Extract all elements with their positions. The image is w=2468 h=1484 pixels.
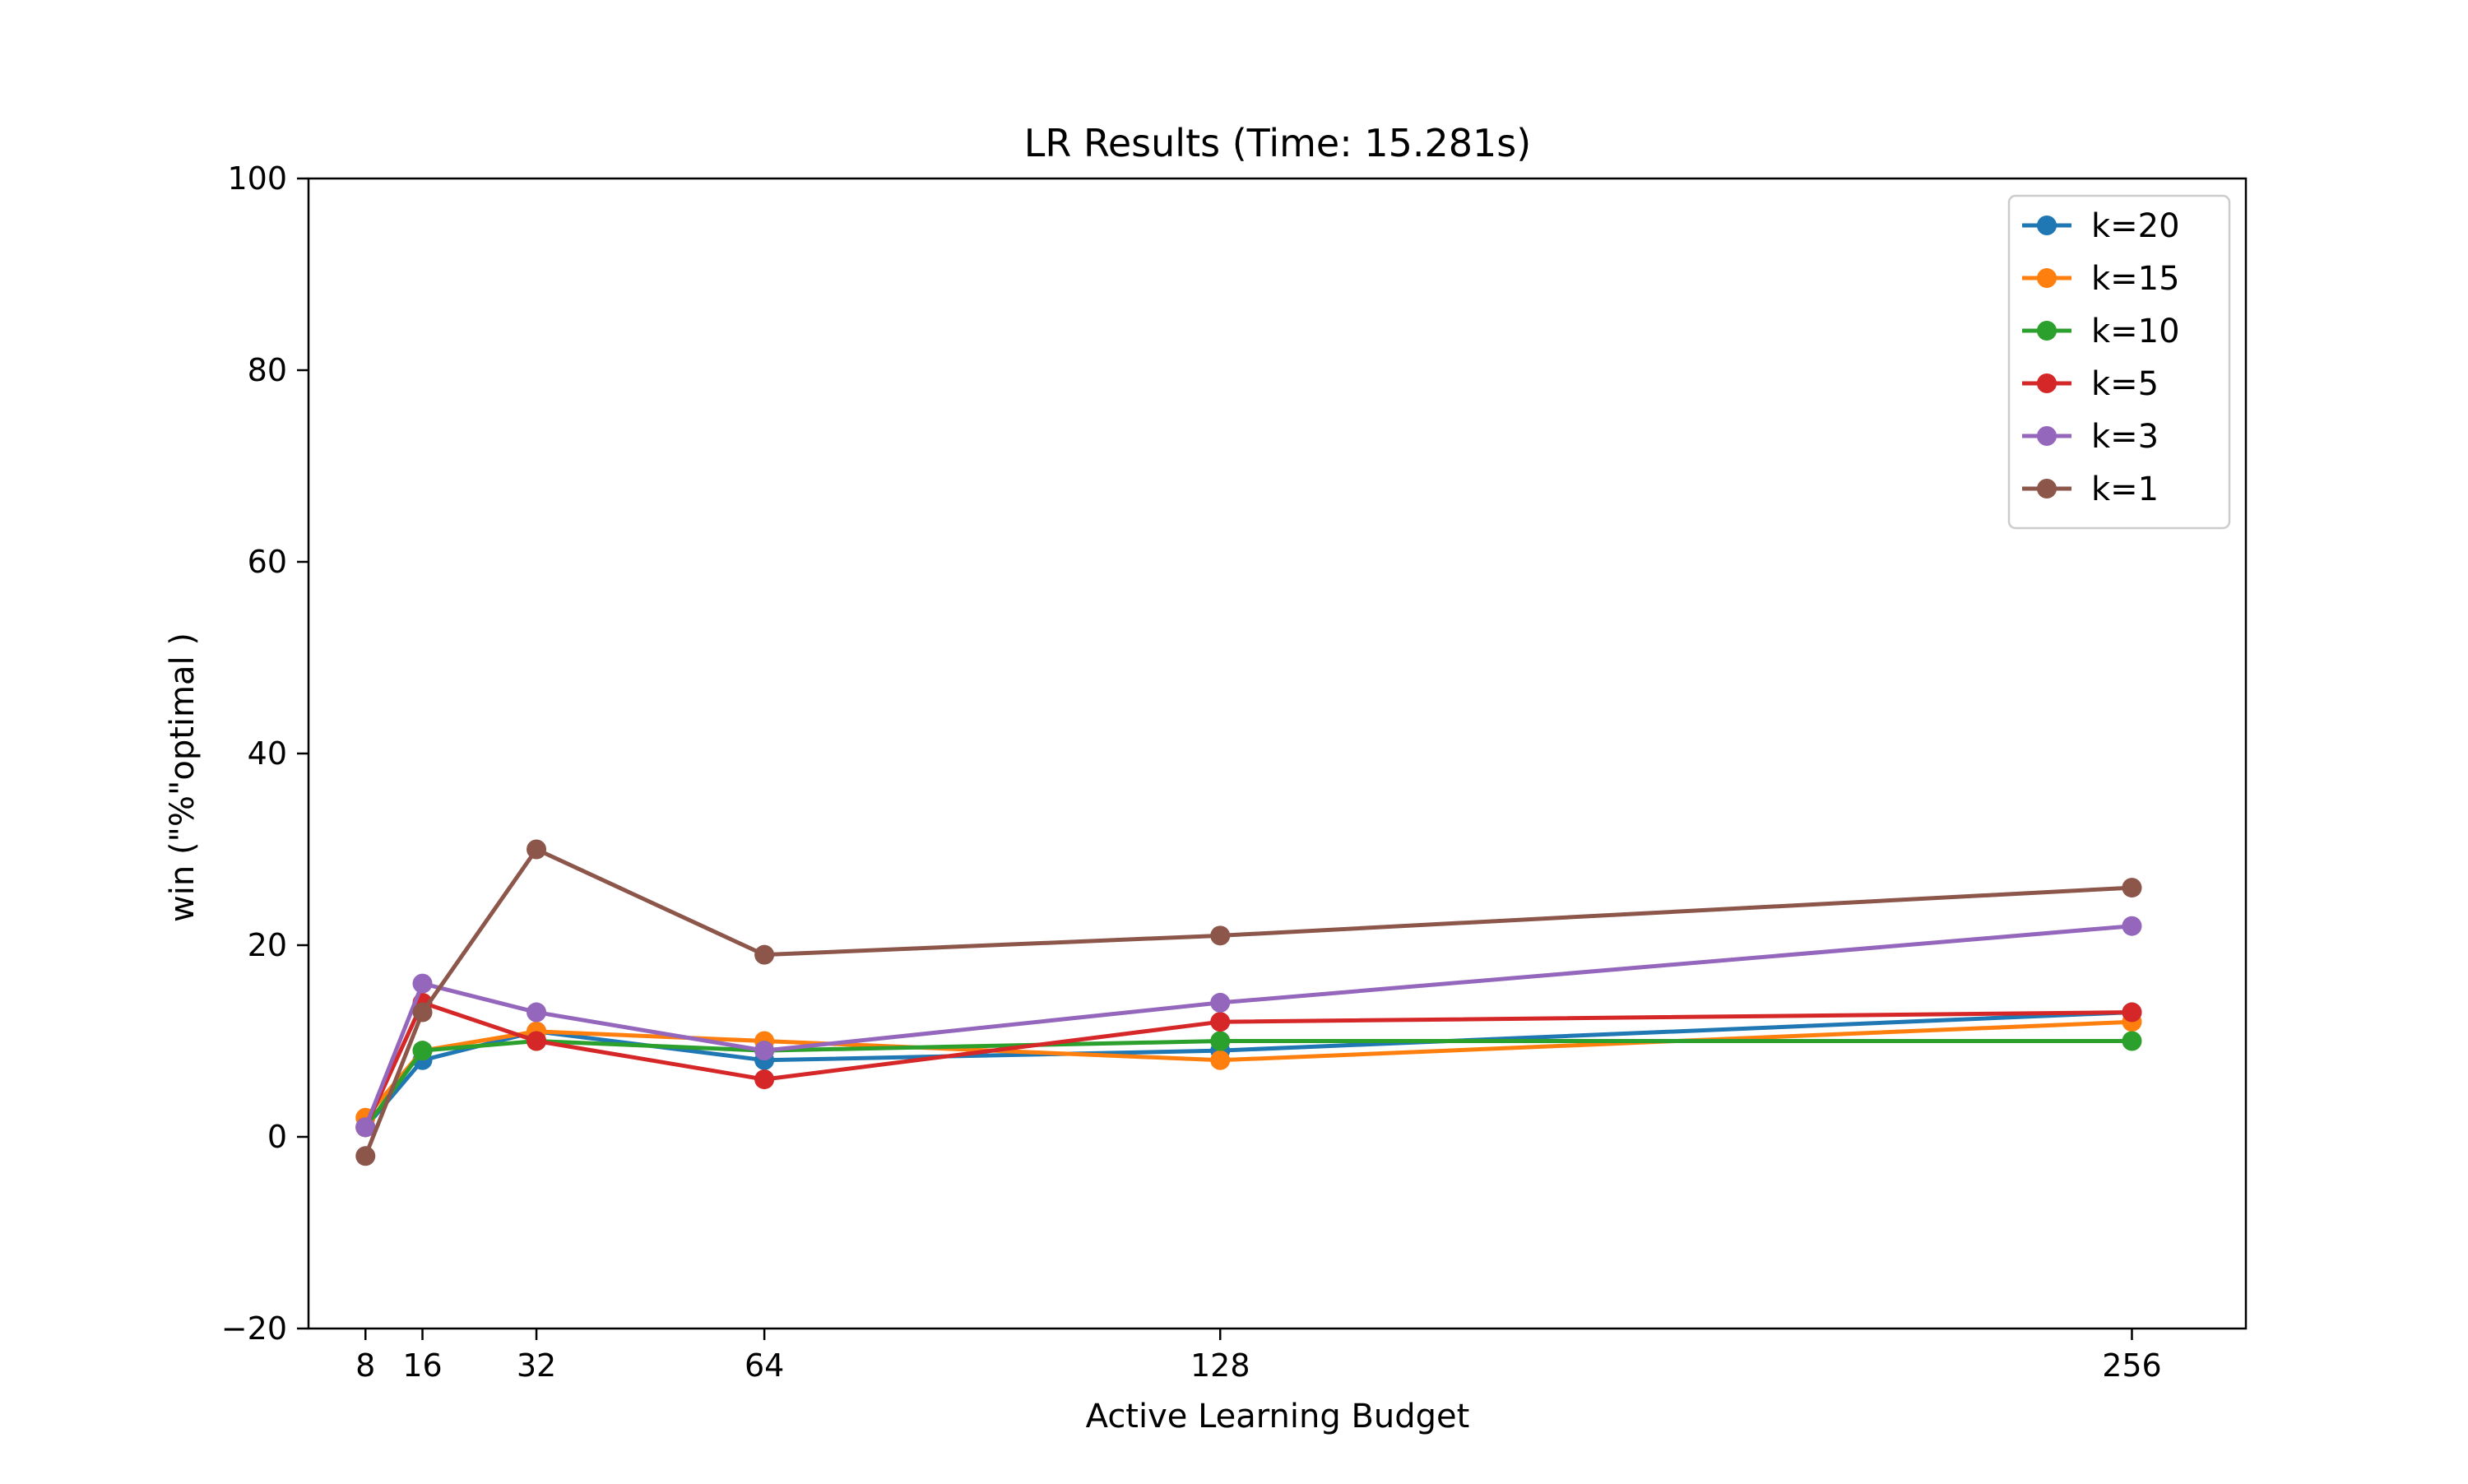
y-axis-ticks: −20 0 20 40 60 80 100 — [221, 160, 308, 1347]
legend-item: k=20 — [2022, 207, 2180, 245]
x-tick-label: 128 — [1190, 1347, 1250, 1384]
data-point — [2122, 1031, 2142, 1051]
series-k-1 — [355, 839, 2142, 1166]
x-tick-label: 64 — [745, 1347, 784, 1384]
y-tick-label: 20 — [248, 927, 287, 963]
legend-swatch-marker — [2037, 479, 2057, 499]
data-point — [2122, 878, 2142, 898]
data-point — [1210, 1012, 1231, 1032]
legend-label: k=1 — [2091, 471, 2159, 508]
data-point — [1210, 1050, 1231, 1070]
series-line — [363, 1000, 2132, 1129]
x-tick-label: 32 — [517, 1347, 556, 1384]
data-point — [527, 1031, 547, 1051]
legend-item: k=15 — [2022, 260, 2180, 298]
data-point — [754, 944, 775, 965]
chart-title: LR Results (Time: 15.281s) — [1024, 121, 1531, 165]
legend-swatch-marker — [2037, 373, 2057, 393]
legend-item: k=3 — [2022, 418, 2159, 456]
legend-label: k=20 — [2091, 207, 2180, 245]
legend-swatch-marker — [2037, 321, 2057, 341]
y-tick-label: 100 — [227, 160, 287, 197]
data-point — [754, 1069, 775, 1090]
y-tick-label: −20 — [221, 1310, 287, 1347]
y-tick-label: 40 — [248, 735, 287, 772]
x-tick-label: 16 — [402, 1347, 442, 1384]
data-point — [1210, 1031, 1231, 1051]
series-layer — [355, 839, 2142, 1166]
data-point — [412, 973, 433, 994]
legend-label: k=10 — [2091, 313, 2180, 350]
data-point — [2122, 1002, 2142, 1023]
series-k-3 — [355, 916, 2142, 1138]
y-axis-label: win ("%"optimal ) — [164, 633, 202, 922]
legend-swatch-marker — [2037, 216, 2057, 235]
data-point — [412, 1041, 433, 1061]
series-line — [364, 1039, 2132, 1129]
data-point — [2122, 916, 2142, 936]
legend-item: k=5 — [2022, 365, 2159, 403]
y-tick-label: 0 — [267, 1119, 287, 1155]
series-line — [363, 847, 2132, 1157]
legend-label: k=3 — [2091, 418, 2159, 456]
legend-item: k=1 — [2022, 471, 2159, 508]
legend-swatch-marker — [2037, 426, 2057, 446]
x-tick-label: 256 — [2102, 1347, 2162, 1384]
y-tick-label: 80 — [248, 352, 287, 388]
data-point — [1210, 925, 1231, 946]
data-point — [527, 839, 547, 860]
plot-frame — [307, 177, 2248, 1330]
x-tick-label: 8 — [355, 1347, 375, 1384]
legend: k=20 k=15 k=10 k=5 k=3 k=1 — [2007, 194, 2231, 530]
data-point — [754, 1041, 775, 1061]
data-point — [527, 1002, 547, 1023]
x-axis-label: Active Learning Budget — [1086, 1398, 1470, 1435]
y-tick-label: 60 — [248, 544, 287, 580]
data-point — [412, 1002, 433, 1023]
x-axis-ticks: 8 16 32 64 128 256 — [355, 1329, 2162, 1384]
legend-label: k=5 — [2091, 365, 2159, 403]
legend-swatch-marker — [2037, 268, 2057, 288]
series-line — [363, 924, 2132, 1129]
data-point — [1210, 992, 1231, 1013]
legend-item: k=10 — [2022, 313, 2180, 350]
data-point — [355, 1146, 376, 1166]
legend-label: k=15 — [2091, 260, 2180, 298]
data-point — [355, 1117, 376, 1138]
